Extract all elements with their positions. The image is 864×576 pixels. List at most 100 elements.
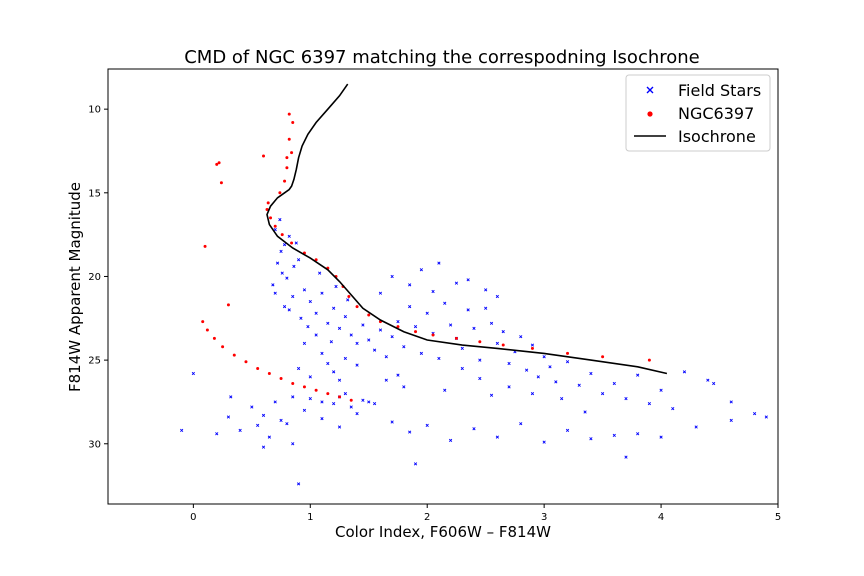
point-field-stars <box>519 335 523 339</box>
point-field-stars <box>729 400 733 404</box>
point-field-stars <box>291 294 295 299</box>
point-field-stars <box>554 380 558 384</box>
point-field-stars <box>337 425 342 429</box>
point-ngc6397 <box>291 121 295 125</box>
point-ngc6397 <box>278 191 282 195</box>
point-field-stars <box>275 261 280 265</box>
point-field-stars <box>530 343 535 347</box>
point-field-stars <box>355 363 359 367</box>
point-field-stars <box>302 408 307 412</box>
point-ngc6397 <box>266 201 270 205</box>
point-field-stars <box>484 288 488 292</box>
point-field-stars <box>495 341 499 346</box>
point-field-stars <box>349 405 353 409</box>
point-ngc6397 <box>478 340 482 344</box>
point-ngc6397 <box>647 358 651 362</box>
point-field-stars <box>706 378 710 382</box>
point-field-stars <box>752 412 757 416</box>
point-field-stars <box>261 445 266 449</box>
point-ngc6397 <box>431 333 435 337</box>
point-field-stars <box>287 308 291 312</box>
point-field-stars <box>495 435 499 439</box>
legend-label-isochrone: Isochrone <box>678 127 756 146</box>
point-field-stars <box>291 442 295 446</box>
point-field-stars <box>443 388 447 392</box>
point-field-stars <box>478 358 482 362</box>
x-tick-label: 5 <box>775 512 781 523</box>
point-field-stars <box>329 340 333 344</box>
point-ngc6397 <box>262 154 266 158</box>
point-field-stars <box>600 391 605 396</box>
point-field-stars <box>343 356 347 361</box>
point-field-stars <box>460 366 464 371</box>
point-ngc6397 <box>201 320 205 324</box>
point-field-stars <box>390 335 394 339</box>
point-ngc6397 <box>530 346 534 350</box>
point-field-stars <box>215 432 219 436</box>
point-field-stars <box>294 241 298 245</box>
point-field-stars <box>671 407 675 411</box>
point-field-stars <box>530 391 535 396</box>
y-tick-label: 15 <box>88 188 101 199</box>
point-ngc6397 <box>287 137 291 141</box>
point-ngc6397 <box>280 233 284 237</box>
isochrone-line <box>266 83 668 375</box>
point-field-stars <box>296 366 301 371</box>
point-ngc6397 <box>314 388 318 392</box>
point-ngc6397 <box>287 112 291 116</box>
point-field-stars <box>565 360 570 364</box>
point-ngc6397 <box>396 325 400 329</box>
point-field-stars <box>343 314 347 319</box>
point-ngc6397 <box>290 241 294 245</box>
point-field-stars <box>489 393 494 397</box>
point-field-stars <box>280 271 284 275</box>
point-field-stars <box>460 346 464 351</box>
point-field-stars <box>273 291 277 295</box>
point-field-stars <box>346 298 350 302</box>
point-field-stars <box>320 291 324 295</box>
point-field-stars <box>612 433 616 438</box>
point-field-stars <box>448 438 453 443</box>
point-ngc6397 <box>283 179 287 183</box>
x-tick-label: 1 <box>307 512 313 523</box>
point-field-stars <box>659 435 663 439</box>
point-field-stars <box>396 320 400 324</box>
point-field-stars <box>343 391 347 396</box>
point-field-stars <box>413 325 418 329</box>
point-field-stars <box>302 288 307 292</box>
point-ngc6397 <box>355 305 359 309</box>
point-field-stars <box>402 385 406 389</box>
point-field-stars <box>314 333 318 337</box>
point-field-stars <box>472 326 476 330</box>
point-field-stars <box>408 430 412 434</box>
point-field-stars <box>292 264 296 269</box>
point-field-stars <box>542 440 546 444</box>
point-field-stars <box>425 311 429 315</box>
point-field-stars <box>332 401 336 406</box>
point-field-stars <box>355 341 359 346</box>
point-field-stars <box>413 462 418 466</box>
y-axis-label: F814W Apparent Magnitude <box>66 182 84 392</box>
point-ngc6397 <box>285 166 289 170</box>
point-ngc6397 <box>314 258 318 262</box>
point-field-stars <box>378 291 383 295</box>
point-field-stars <box>419 268 423 272</box>
point-field-stars <box>326 321 330 325</box>
isochrone-layer <box>266 83 668 375</box>
point-field-stars <box>320 417 324 421</box>
point-field-stars <box>308 375 312 379</box>
point-field-stars <box>624 396 628 401</box>
x-tick-label: 4 <box>658 512 664 523</box>
point-field-stars <box>372 401 377 406</box>
point-ngc6397 <box>302 385 306 389</box>
point-field-stars <box>402 345 406 349</box>
point-field-stars <box>318 271 322 275</box>
legend-box <box>625 74 771 152</box>
point-field-stars <box>577 383 581 387</box>
point-field-stars <box>384 378 388 382</box>
point-field-stars <box>478 376 482 381</box>
point-field-stars <box>302 341 307 346</box>
point-ngc6397 <box>367 313 371 317</box>
point-field-stars <box>308 299 312 304</box>
